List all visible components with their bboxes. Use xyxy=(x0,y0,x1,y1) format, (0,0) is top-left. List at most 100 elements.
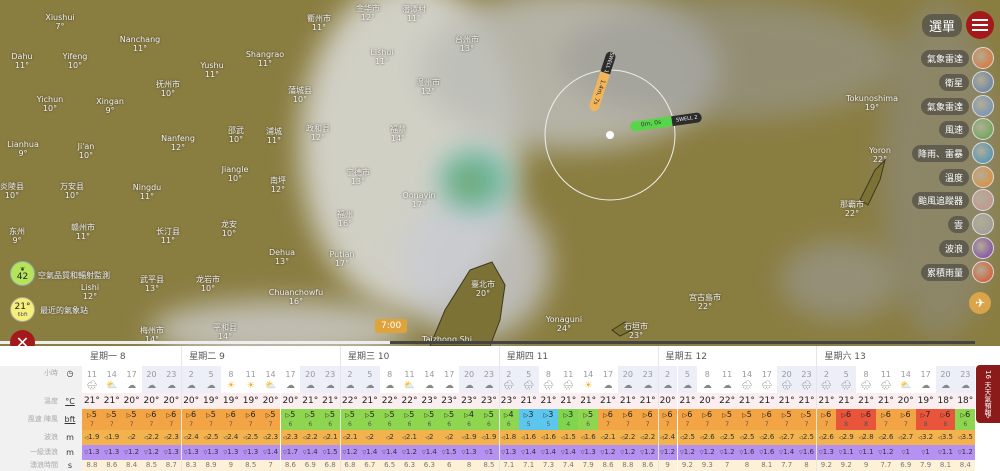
place-temp: 9° xyxy=(105,106,115,115)
unit-toggle[interactable]: °C xyxy=(65,397,75,406)
menu-item-layer[interactable]: 雲 xyxy=(947,213,994,235)
weather-map[interactable]: Xiushui 7° Nanchang 11° Dahu 11° Yifeng 10° Shan… xyxy=(0,0,1000,346)
hour-label: 8 xyxy=(863,370,869,379)
timeline-slider[interactable] xyxy=(0,341,975,344)
menu-item-layer[interactable]: 衛星 xyxy=(938,71,994,93)
unit-toggle[interactable]: bft xyxy=(64,415,76,424)
forecast-column[interactable]: 17 ☁ 23° ▷5 6 ◁2 ▽1.5 6 xyxy=(439,366,460,471)
forecast-column[interactable]: 23 ☁ 23° ▷5 6 ◁1.9 ▽1 8.5 xyxy=(479,366,499,471)
layer-thumbnail-icon xyxy=(972,189,994,211)
period-cell: 7.7 xyxy=(876,460,896,471)
menu-item-layer[interactable]: 氣象雷達 xyxy=(920,47,994,69)
forecast-column[interactable]: 17 ☁ 21° ▷6 7 ◁2.1 ▽1.2 8.6 xyxy=(598,366,618,471)
forecast-column[interactable]: 8 ☁ 22° ▷5 6 ◁2 ▽1.4 6.5 xyxy=(379,366,400,471)
menu-item-layer[interactable]: 溫度 xyxy=(938,166,994,188)
menu-item-layer[interactable]: 波浪 xyxy=(938,237,994,259)
wind-cell: ▷3 4 xyxy=(558,409,579,430)
air-quality-label[interactable]: 空氣品質和輻射監測 xyxy=(38,271,110,280)
forecast-column[interactable]: 23 ☁ 18° ▷6 6 ◁3.5 ▽1.2 8.4 xyxy=(955,366,976,471)
forecast-column[interactable]: 5 🌧 21° ▷6 8 ◁2.9 ▽1.1 9.2 xyxy=(836,366,857,471)
forecast-column[interactable]: 11 ☁ 22° ▷5 7 ◁2.5 ▽1.2 7 xyxy=(717,366,738,471)
swell-direction-icon: ▽ xyxy=(163,450,168,456)
forecast-column[interactable]: 23 ☁ 21° ▷6 7 ◁2.2 ▽1.2 8.6 xyxy=(637,366,658,471)
forecast-column[interactable]: 20 ☁ 21° ▷5 6 ◁2.2 ▽1.4 6.9 xyxy=(300,366,321,471)
forecast-column[interactable]: 11 ☀ 19° ▷6 7 ◁2.5 ▽1.3 8.5 xyxy=(240,366,261,471)
forecast-column[interactable]: 11 🌧 21° ▷6 7 ◁2.6 ▽1.2 7.7 xyxy=(876,366,896,471)
day-header[interactable]: 星期六 13 xyxy=(824,352,866,362)
menu-item-layer[interactable]: 氣象雷達 xyxy=(920,95,994,117)
weather-cloud-icon: ☁ xyxy=(484,381,494,391)
forecast-column[interactable]: 5 ☁ 19° ▷5 7 ◁2.5 ▽1.3 8.9 xyxy=(201,366,221,471)
forecast-column[interactable]: 23 ☁ 21° ▷5 6 ◁2.1 ▽1.5 6.8 xyxy=(320,366,341,471)
forecast-column[interactable]: 14 ⛅ 20° ▷5 7 ◁2.3 ▽1.4 7 xyxy=(260,366,281,471)
swell-cell: ▽1.2 xyxy=(637,445,658,460)
forecast-column[interactable]: 11 🌧 21° ▷3 4 ◁1.5 ▽1.4 7.4 xyxy=(558,366,579,471)
temp-cell: 21° xyxy=(856,393,876,409)
day-header[interactable]: 星期三 10 xyxy=(348,352,390,362)
unit-toggle[interactable]: m xyxy=(66,447,74,457)
forecast-column[interactable]: 2 ☁ 20° ▷6 7 ◁2.4 ▽1.2 9 xyxy=(657,366,678,471)
forecast-column[interactable]: 14 ☁ 23° ▷5 6 ◁2 ▽1.4 6.3 xyxy=(419,366,440,471)
forecast-column[interactable]: 14 ☀ 21° ▷5 6 ◁1.6 ▽1.3 7.9 xyxy=(578,366,599,471)
forecast-column[interactable]: 14 🌧 21° ▷5 7 ◁2.5 ▽1.6 8 xyxy=(737,366,757,471)
forecast-column[interactable]: 14 ⛅ 20° ▷6 7 ◁2.7 ▽1 6.9 xyxy=(895,366,916,471)
menu-button[interactable]: 選單 xyxy=(921,11,994,39)
forecast-column[interactable]: 2 🌧 23° ▷4 6 ◁1.8 ▽1.3 7.1 xyxy=(498,366,519,471)
16-day-forecast-tab[interactable]: 16 天天氣預報 › xyxy=(976,365,1000,423)
forecast-column[interactable]: 11 ⛅ 22° ▷5 6 ◁2.1 ▽1.2 6.3 xyxy=(399,366,420,471)
wind-cell: ▷5 7 xyxy=(201,409,221,430)
forecast-column[interactable]: 5 ☁ 21° ▷5 6 ◁2 ▽1.4 6.7 xyxy=(359,366,380,471)
forecast-column[interactable]: 20 ☁ 18° ▷6 8 ◁3.5 ▽1.1 8.1 xyxy=(935,366,956,471)
forecast-column[interactable]: 17 ☁ 20° ▷5 6 ◁2.3 ▽1.7 8.6 xyxy=(280,366,301,471)
wind-value: 6 xyxy=(250,410,256,419)
forecast-column[interactable]: 8 🌧 21° ▷3 5 ◁1.6 ▽1.4 7.3 xyxy=(538,366,559,471)
forecast-column[interactable]: 5 ☁ 21° ▷6 7 ◁2.5 ▽1.2 9.2 xyxy=(677,366,698,471)
day-header[interactable]: 星期五 12 xyxy=(665,352,707,362)
clock-icon[interactable]: ◷ xyxy=(66,369,74,378)
swell-direction-icon: ▽ xyxy=(484,450,489,456)
plane-button[interactable]: ✈ xyxy=(969,292,991,314)
forecast-column[interactable]: 2 🌧 21° ▷6 7 ◁2.6 ▽1.3 9.2 xyxy=(816,366,837,471)
menu-item-layer[interactable]: 風速 xyxy=(938,118,994,140)
gust-value: 7 xyxy=(248,421,253,428)
time-indicator[interactable]: 7:00 xyxy=(375,319,408,333)
forecast-column[interactable]: 8 ☁ 20° ▷6 7 ◁2.6 ▽1.2 9.3 xyxy=(697,366,718,471)
menu-item-layer[interactable]: 降雨、雷暴 xyxy=(911,142,994,164)
forecast-column[interactable]: 20 ☁ 21° ▷6 7 ◁2.2 ▽1.2 8.8 xyxy=(617,366,638,471)
day-header[interactable]: 星期二 9 xyxy=(189,352,225,362)
forecast-column[interactable]: 23 ☁ 20° ▷6 7 ◁2.3 ▽1.3 8.7 xyxy=(161,366,182,471)
forecast-column[interactable]: 5 🌧 21° ▷3 5 ◁1.6 ▽1.4 7.1 xyxy=(518,366,539,471)
forecast-column[interactable]: 20 🌧 21° ▷5 7 ◁2.7 ▽1.4 7.7 xyxy=(776,366,797,471)
forecast-column[interactable]: 23 🌧 21° ▷5 7 ◁2.5 ▽1.6 8 xyxy=(796,366,817,471)
forecast-column[interactable]: 14 ⛅ 21° ▷5 7 ◁1.9 ▽1.3 8.6 xyxy=(101,366,122,471)
forecast-column[interactable]: 2 ☁ 22° ▷5 6 ◁2.1 ▽1.2 6.8 xyxy=(340,366,360,471)
wave-cell: ◁2 xyxy=(359,430,380,445)
forecast-column[interactable]: 11 🌧 21° ▷5 7 ◁1.9 ▽1.3 8.8 xyxy=(82,366,102,471)
forecast-column[interactable]: 17 ☁ 20° ▷5 7 ◁2 ▽1.2 8.4 xyxy=(121,366,142,471)
nearest-station-label[interactable]: 最近的氣象站 xyxy=(40,306,88,315)
place-name: 福州 xyxy=(337,210,353,219)
forecast-column[interactable]: 17 🌧 21° ▷6 7 ◁2.6 ▽1.6 8.1 xyxy=(756,366,777,471)
unit-toggle[interactable]: s xyxy=(67,460,73,470)
wind-value: 3 xyxy=(568,410,574,419)
forecast-column[interactable]: 8 ☀ 19° ▷6 7 ◁2.4 ▽1.3 9 xyxy=(220,366,241,471)
close-button[interactable]: ✕ xyxy=(10,330,35,346)
weather-night-icon: ☁ xyxy=(166,381,176,391)
forecast-column[interactable]: 17 ☁ 19° ▷7 8 ◁3.2 ▽1 7.9 xyxy=(915,366,936,471)
forecast-column[interactable]: 20 ☁ 20° ▷6 7 ◁2.2 ▽1.2 8.5 xyxy=(141,366,162,471)
day-header[interactable]: 星期一 8 xyxy=(90,352,126,362)
menu-item-layer[interactable]: 颱風追蹤器 xyxy=(911,189,994,211)
forecast-column[interactable]: 20 ☁ 23° ▷4 6 ◁1.9 ▽1.3 8 xyxy=(459,366,479,471)
nearest-station-button[interactable]: 21° 6bft xyxy=(10,297,35,322)
forecast-column[interactable]: 2 ☁ 20° ▷6 7 ◁2.4 ▽1.3 8.3 xyxy=(181,366,202,471)
unit-toggle[interactable]: m xyxy=(66,432,74,442)
wind-cell: ▷6 7 xyxy=(181,409,202,430)
gust-value: 6 xyxy=(328,421,333,428)
forecast-table: 小時 ◷ 溫度 °C 風速 陣風 bft 波浪 m 一級湧浪 m 湧浪時間 s 11 🌧 21° ▷5 7 ◁1… xyxy=(0,346,1000,471)
hour-label: 14 xyxy=(583,370,594,379)
day-header[interactable]: 星期四 11 xyxy=(506,352,549,362)
menu-item-layer[interactable]: 累積雨量 xyxy=(920,261,994,283)
menu-item-label: 氣象雷達 xyxy=(920,97,969,115)
forecast-column[interactable]: 8 🌧 21° ▷6 8 ◁2.8 ▽1.1 9 xyxy=(856,366,876,471)
air-quality-button[interactable]: ❦ 42 xyxy=(10,261,35,286)
